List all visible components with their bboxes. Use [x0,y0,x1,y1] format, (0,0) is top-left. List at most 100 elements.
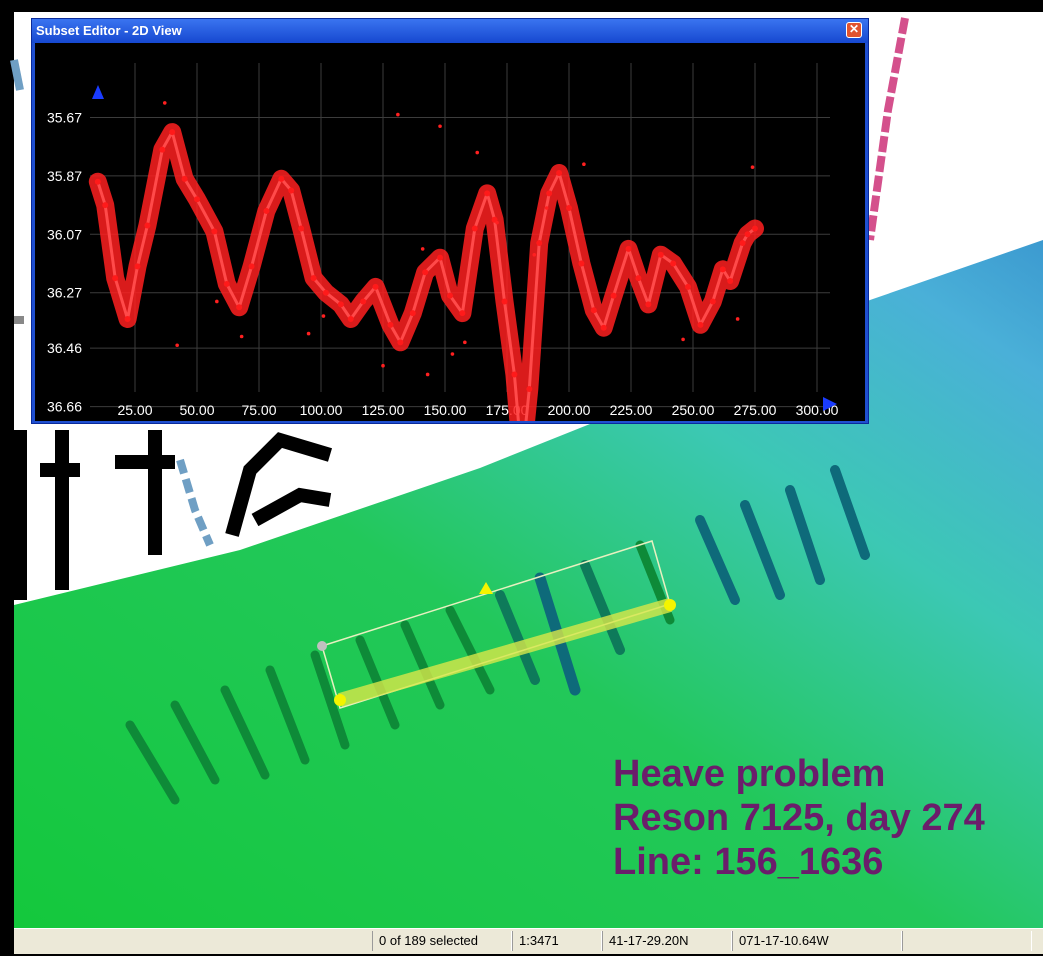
y-tick-label: 36.07 [47,226,82,242]
subset-editor-window[interactable]: Subset Editor - 2D View ✕ 25.00 50.00 75.0… [31,18,869,424]
x-axis-arrow-icon [823,397,837,411]
chart-contour-lines [10,17,909,600]
sounding-point [397,339,404,346]
sounding-point [697,321,704,328]
outlier-point [306,331,311,336]
sounding-point [600,324,607,331]
sounding-point [578,260,585,267]
sounding-point [310,275,317,282]
sounding-point [719,266,726,273]
sounding-point [459,310,466,317]
close-button[interactable]: ✕ [846,22,862,38]
outlier-point [750,165,755,169]
sounding-point [347,315,354,322]
x-tick-label: 125.00 [362,402,405,418]
outlier-point [735,317,740,321]
sounding-point [526,386,533,393]
sounding-point [169,129,176,136]
sounding-point [181,175,188,182]
sounding-point [248,263,255,270]
sounding-point [446,292,453,299]
status-bar: 0 of 189 selected 1:3471 41-17-29.20N 07… [14,928,1043,954]
outlier-point [321,314,326,318]
sounding-point [372,283,379,290]
outlier-point [450,352,455,356]
sounding-point [322,289,329,296]
plot-tick-labels: 25.00 50.00 75.00 100.00 125.00 150.00 175.00 2… [47,110,839,419]
outlier-point [396,112,400,117]
x-tick-label: 200.00 [548,402,591,418]
sounding-point [685,283,692,290]
outlier-point [438,124,442,129]
annotation-line: Heave problem [613,753,886,795]
profile-corner-handle[interactable] [317,641,327,651]
window-title: Subset Editor - 2D View [36,23,182,38]
plot-panel[interactable]: 25.00 50.00 75.00 100.00 125.00 150.00 175.00 2… [35,43,865,421]
profile-selection-box[interactable] [317,540,676,709]
sounding-point [501,298,508,305]
sounding-point [211,228,218,235]
profile-end-handle[interactable] [664,599,676,611]
outlier-point [681,337,685,342]
outlier-point [215,299,219,304]
y-tick-label: 35.67 [47,110,82,126]
outlier-point [495,220,499,225]
sounding-point [278,175,285,182]
sounding-point [610,292,617,299]
status-selection-count: 0 of 189 selected [372,931,512,951]
outlier-point [475,150,480,155]
sounding-point [484,190,491,197]
sounding-point [409,310,416,317]
sounding-point [437,254,444,261]
status-latitude: 41-17-29.20N [602,931,732,951]
window-title-bar[interactable]: Subset Editor - 2D View ✕ [32,19,868,43]
y-tick-label: 36.46 [47,340,82,356]
x-tick-label: 275.00 [734,402,777,418]
sand-wave-ridges [125,465,870,805]
sounding-point [752,225,758,232]
outlier-point [582,162,586,167]
outlier-point [175,343,179,348]
sounding-point [625,245,632,252]
y-tick-label: 36.66 [47,399,82,415]
sounding-point [536,240,543,247]
sounding-point [422,269,429,276]
profile-start-handle[interactable] [334,694,346,706]
outlier-point [463,340,467,345]
heave-problem-annotation: Heave problem Reson 7125, day 274 Line: … [613,752,985,884]
status-scale: 1:3471 [512,931,602,951]
sounding-point [144,222,151,229]
x-tick-label: 50.00 [179,402,214,418]
outlier-point [425,372,430,377]
y-axis-arrow-icon [92,85,104,99]
sounding-point [194,196,200,203]
sounding-point [511,371,518,378]
sounding-point [223,280,230,287]
sounding-point [727,278,734,285]
depth-profile-plot[interactable]: 25.00 50.00 75.00 100.00 125.00 150.00 175.00 2… [35,43,865,421]
outlier-point [420,247,425,251]
sounding-point [635,275,642,282]
sounding-point [566,205,572,212]
sounding-point [112,275,119,282]
x-tick-label: 25.00 [117,402,152,418]
status-empty-cell [902,931,1032,951]
sounding-point [298,225,305,232]
status-longitude: 071-17-10.64W [732,931,902,951]
x-tick-label: 100.00 [300,402,343,418]
sounding-point [124,315,131,322]
sounding-point [744,231,751,238]
sounding-point [134,263,141,270]
sounding-point [645,301,652,308]
outlier-point [381,363,385,368]
outlier-point [532,252,537,257]
sounding-point [546,190,553,197]
sounding-point [556,169,563,176]
x-tick-label: 250.00 [672,402,715,418]
y-tick-label: 36.27 [47,285,82,301]
x-tick-label: 150.00 [424,402,467,418]
sounding-point [159,146,166,153]
profile-direction-arrow[interactable] [479,582,493,594]
sounding-point [471,225,478,232]
sounding-point [657,251,664,258]
